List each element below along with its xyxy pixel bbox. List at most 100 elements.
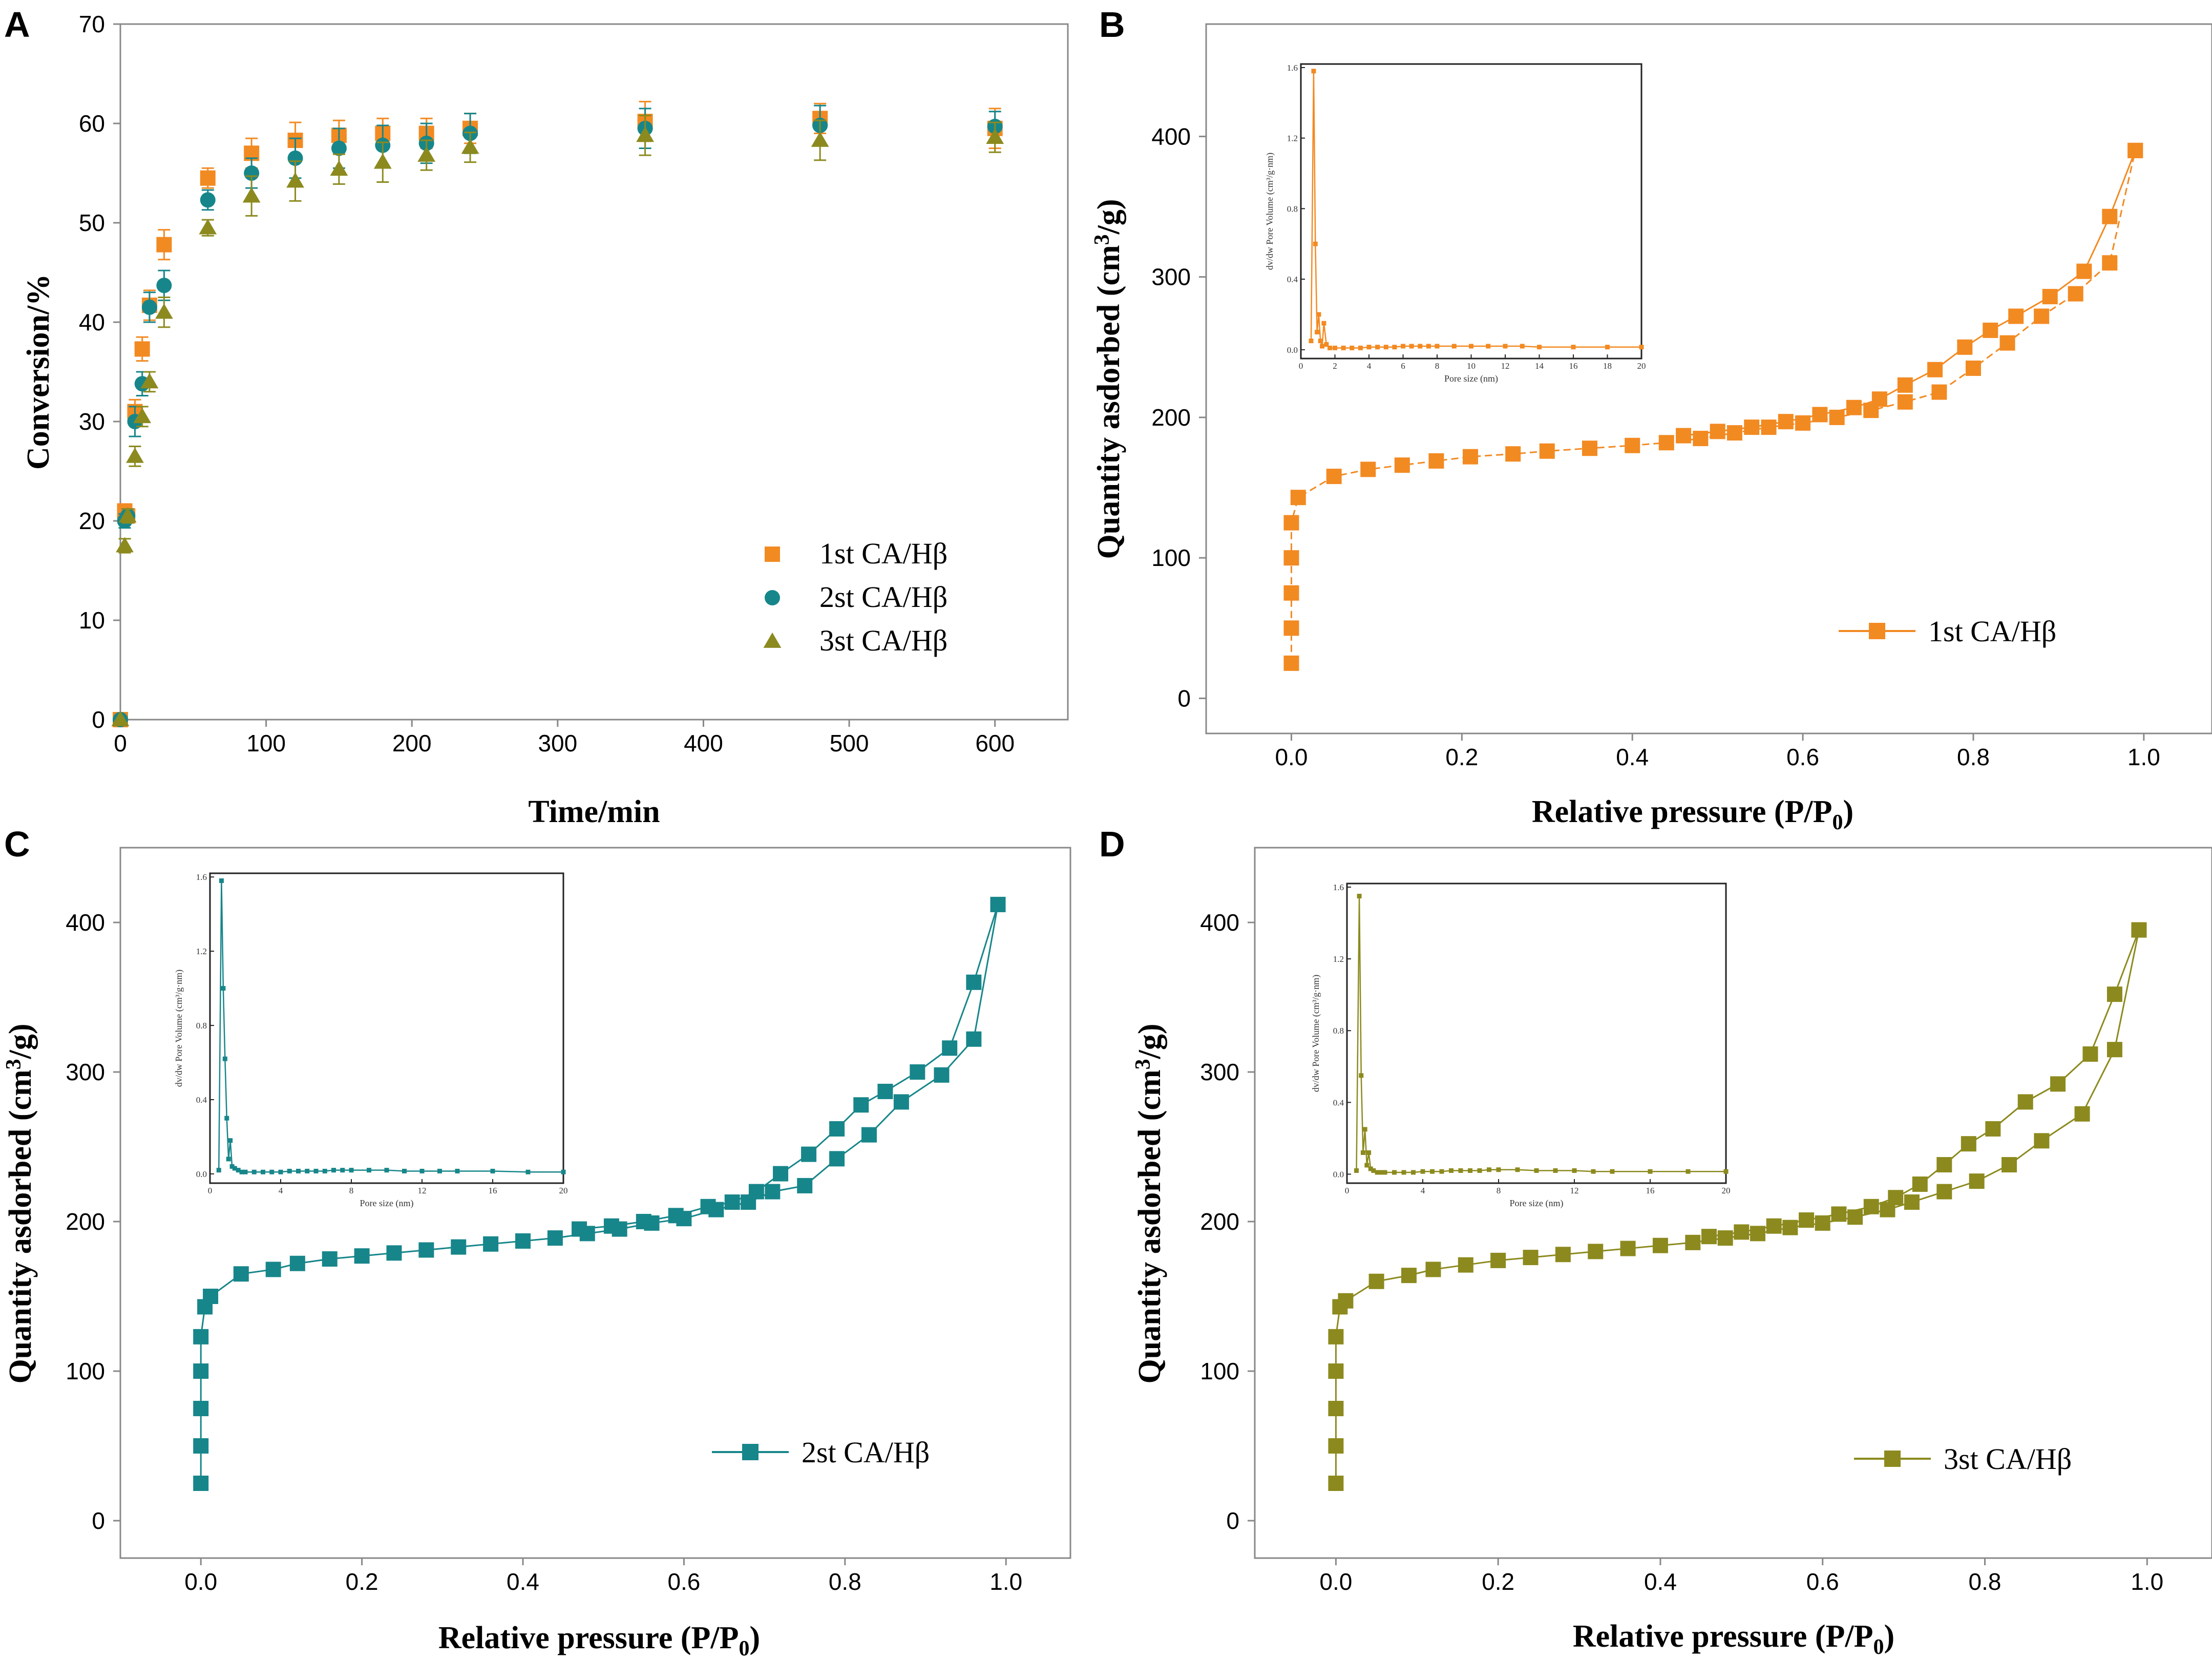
adsorption-point [1969,1173,1985,1189]
adsorption-point [1658,435,1674,451]
y-tick-label: 100 [66,1358,105,1384]
inset-point [1477,1168,1482,1173]
inset-x-tick-label: 8 [1435,361,1440,371]
y-tick-label: 300 [1200,1059,1239,1085]
desorption-point [2042,289,2058,305]
inset-point [437,1168,442,1173]
data-point-circle [287,150,303,166]
inset-point [1534,1168,1539,1173]
y-tick-label: 40 [79,309,105,335]
data-point-triangle [461,138,479,154]
adsorption-point [893,1094,909,1110]
y-tick-label: 100 [1151,544,1191,571]
adsorption-point [2034,308,2050,324]
inset-x-tick-label: 16 [489,1186,497,1195]
inset-point [1366,345,1372,350]
adsorption-point [289,1255,305,1271]
adsorption-point [797,1178,813,1193]
adsorption-point [1338,1293,1354,1309]
inset-point [1364,1163,1370,1168]
inset-point [1458,1168,1463,1173]
x-tick-label: 0.4 [1644,1568,1677,1595]
inset-x-axis-label: Pore size (nm) [360,1198,414,1209]
x-tick-label: 0.2 [1445,744,1478,770]
adsorption-point [1539,443,1555,459]
adsorption-point [265,1262,281,1277]
inset-point [1375,345,1380,350]
panel-c-plot: 0.0 0.2 0.4 0.6 0.8 1.00100200300400Relative … [2,847,1071,1660]
x-tick-label: 0.6 [1786,744,1819,770]
data-point-triangle [242,187,261,203]
y-tick-label: 20 [79,508,105,534]
inset-point [1449,1168,1453,1173]
inset-point [402,1168,407,1173]
legend-marker [765,590,780,605]
inset-point [1333,345,1337,350]
desorption-point [910,1064,925,1080]
inset-y-tick-label: 0.4 [1287,275,1298,284]
adsorption-point [1401,1268,1417,1284]
adsorption-point [1965,360,1981,376]
desorption-point [2102,208,2118,224]
inset-point [1379,1170,1384,1175]
inset-x-tick-label: 6 [1401,361,1405,371]
adsorption-point [1283,550,1299,566]
adsorption-point [1328,1476,1344,1491]
adsorption-point [1523,1250,1539,1266]
inset-x-tick-label: 12 [1501,361,1510,371]
adsorption-point [1283,655,1299,671]
adsorption-point [1360,461,1376,477]
adsorption-point [2034,1133,2050,1149]
inset-point [1362,1127,1367,1132]
desorption-point [636,1214,651,1229]
inset-y-axis-label: dv/dw Pore Volume (cm³/g·nm) [1311,975,1321,1092]
adsorption-point [1815,1215,1830,1231]
y-axis-label-main: Quantity asdorbed (cm [3,1069,38,1383]
data-point-circle [244,165,260,181]
adsorption-point [1795,415,1811,431]
inset-point [1426,344,1431,349]
inset-point [1439,1169,1444,1174]
x-axis-label: Time/min [528,794,660,829]
desorption-point [2127,142,2143,158]
y-tick-label: 0 [1177,685,1191,711]
adsorption-point [2074,1106,2090,1122]
data-point-triangle [636,127,655,142]
inset-x-tick-label: 0 [1299,361,1303,371]
inset-point [1605,345,1610,350]
adsorption-point [966,1031,982,1047]
inset-point [224,1116,229,1121]
inset-point [239,1169,244,1174]
desorption-point [1961,1136,1976,1152]
desorption-point [1846,400,1862,415]
legend-label: 2st CA/Hβ [802,1436,930,1469]
inset-point [1571,345,1576,350]
inset-pore-size-plot: 0 2 4 6 8 10 12 14 16 18 20 0.0 0.4 0.8 1.2 1.6 Pore siz… [1265,63,1646,384]
inset-point [222,1056,227,1061]
inset-point [226,1157,231,1162]
y-tick-label: 0 [1226,1507,1239,1534]
inset-point [1610,1169,1615,1174]
inset-point [1572,1168,1577,1173]
data-point-circle [141,299,157,315]
data-point-triangle [116,537,134,553]
legend-marker [1869,623,1885,639]
inset-x-axis-label: Pore size (nm) [1444,373,1498,384]
adsorption-point [1458,1257,1473,1273]
desorption-point [2050,1076,2066,1092]
legend-label: 3st CA/Hβ [1944,1442,2072,1476]
data-point-square [156,237,172,253]
adsorption-point [1897,394,1913,410]
plot-frame [1205,23,2212,734]
inset-x-tick-label: 20 [1722,1186,1731,1195]
inset-point [228,1138,233,1143]
inset-point [1315,329,1320,334]
inset-x-tick-label: 18 [1603,361,1612,371]
inset-frame [1346,882,1727,1184]
y-axis-label-superscript: 3 [1131,1059,1155,1069]
adsorption-point [233,1266,249,1282]
y-axis-label-end: /g) [3,1023,38,1059]
data-point-triangle [811,131,829,147]
y-tick-label: 400 [1200,909,1239,936]
